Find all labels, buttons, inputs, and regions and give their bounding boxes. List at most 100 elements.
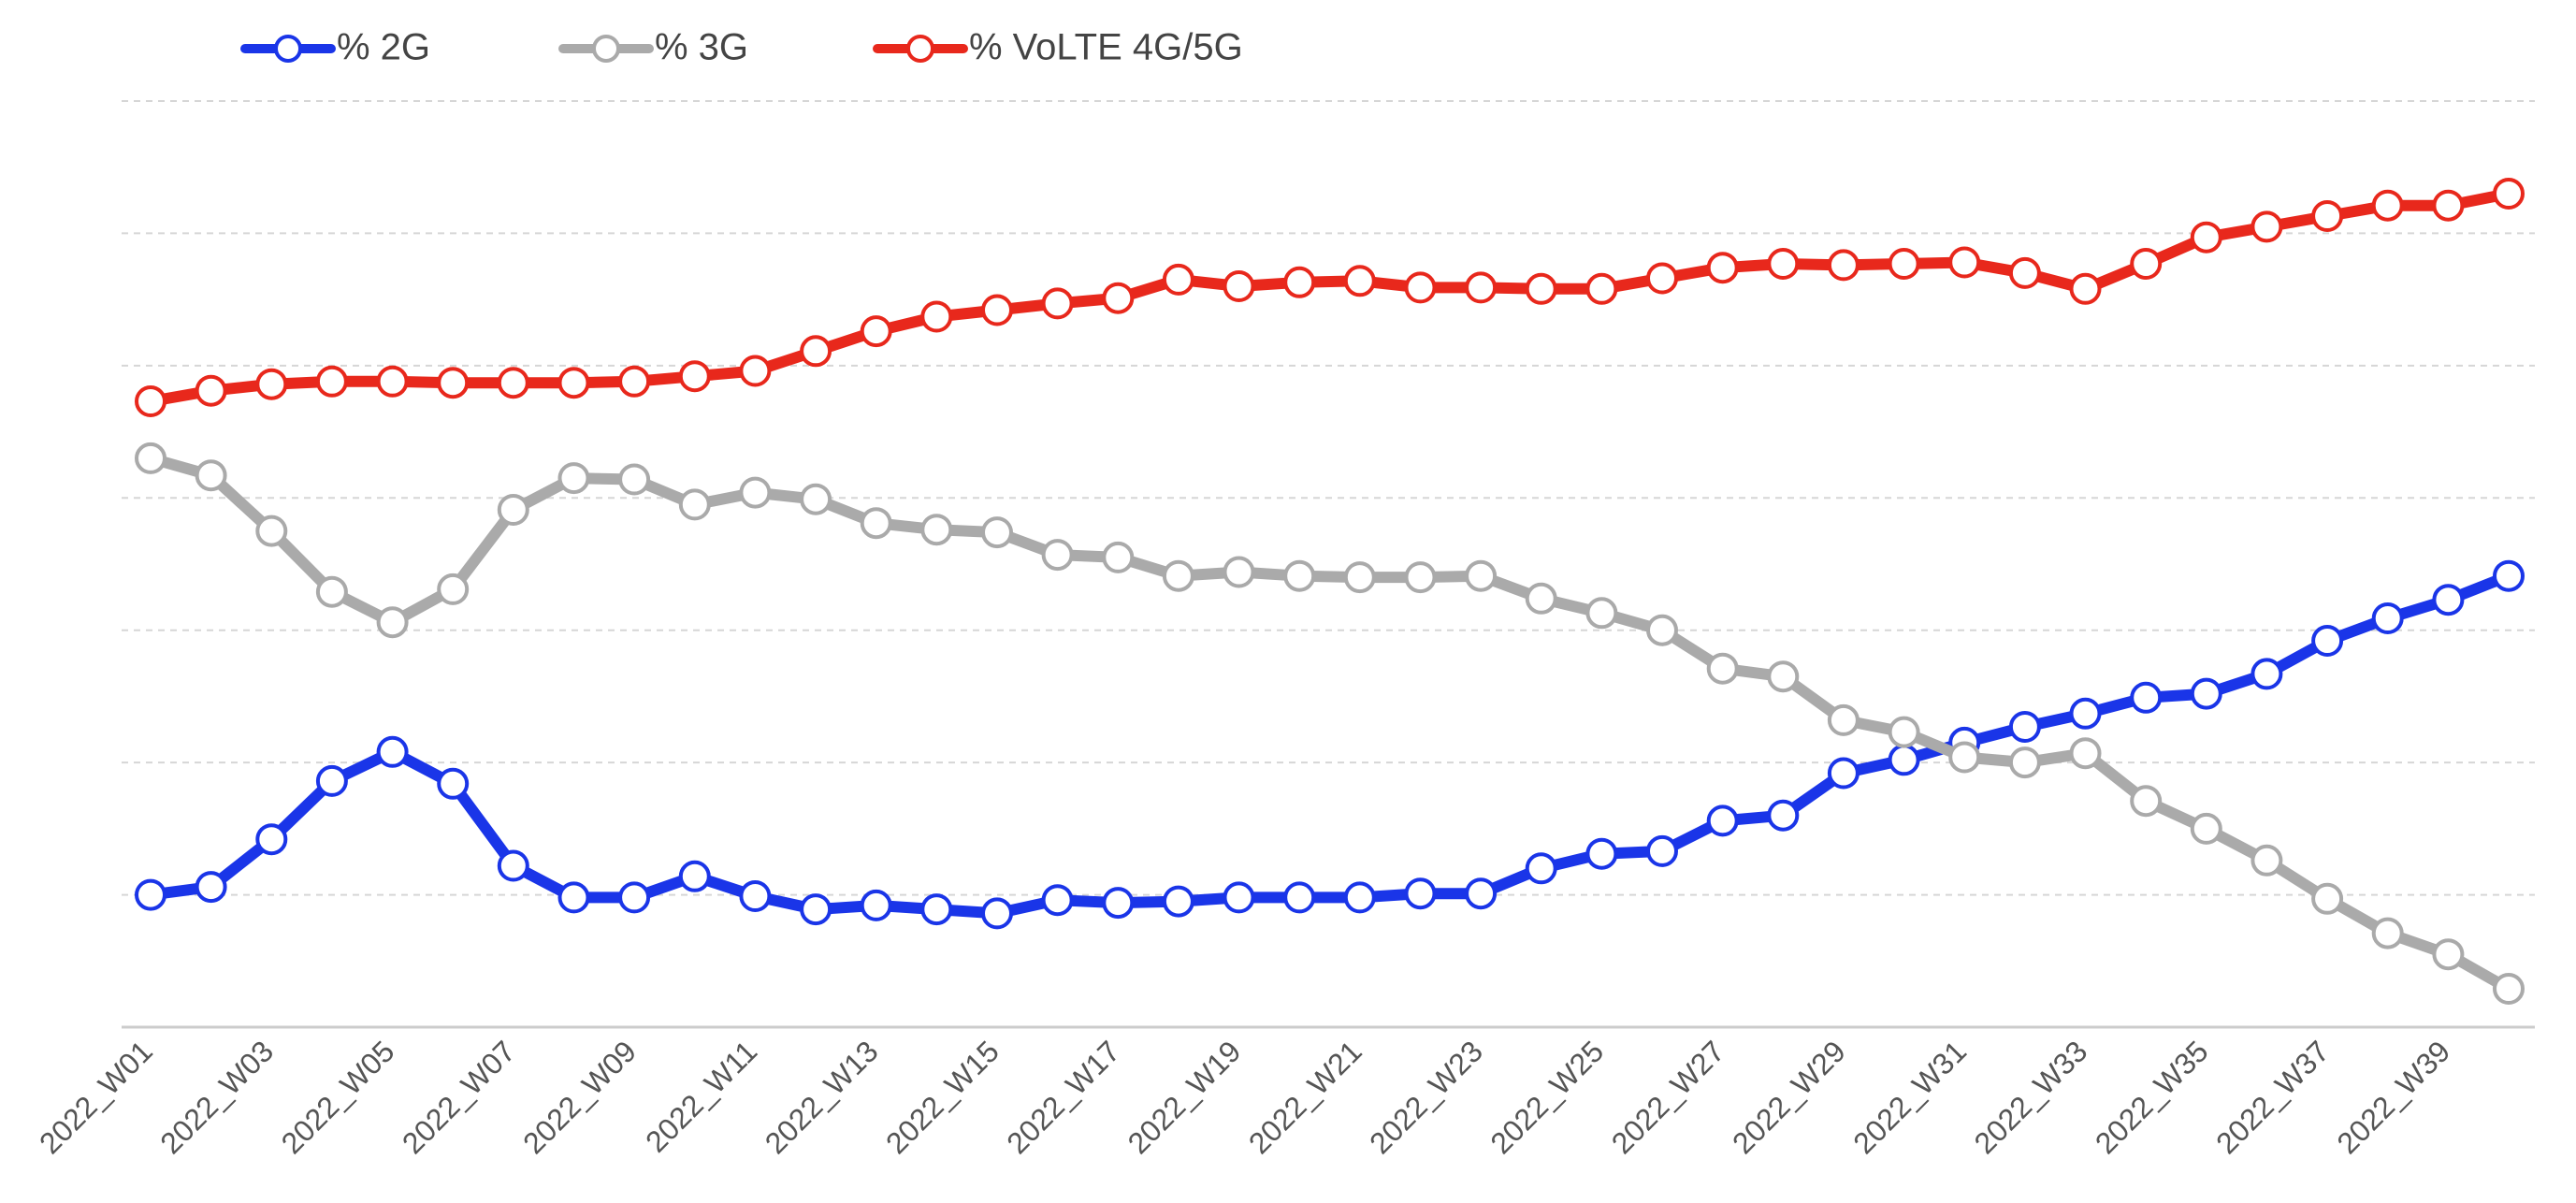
data-point [437,573,470,605]
data-point [920,300,953,333]
x-tick-labels: 2022_W012022_W032022_W052022_W072022_W09… [33,1034,2456,1160]
data-point [2069,737,2102,770]
data-point [437,367,470,399]
data-point [1041,287,1074,320]
data-point [800,893,832,926]
data-point [255,368,288,400]
data-point [981,516,1013,549]
x-tick-label: 2022_W21 [1242,1034,1368,1160]
data-point [1102,541,1135,573]
data-point [557,367,590,399]
data-point [1646,834,1678,867]
x-tick-label: 2022_W07 [396,1034,522,1160]
data-point [860,315,892,348]
x-tick-label: 2022_W19 [1122,1034,1248,1160]
data-point [1585,597,1618,630]
x-tick-label: 2022_W31 [1846,1034,1973,1160]
x-tick-label: 2022_W39 [2330,1034,2456,1160]
data-point [739,880,772,912]
data-point [497,849,529,882]
grid-lines [122,100,2535,896]
data-point [557,462,590,495]
x-tick-label: 2022_W33 [1968,1034,2094,1160]
data-point [2008,746,2041,779]
data-point [1706,252,1739,284]
data-point [2371,602,2404,634]
data-point [497,367,529,399]
data-point [2250,658,2283,690]
data-point [1706,804,1739,837]
legend-swatch-marker [592,35,620,63]
x-tick-label: 2022_W23 [1363,1034,1489,1160]
data-point [2371,189,2404,222]
data-point [1041,539,1074,572]
data-point [315,575,348,608]
x-tick-label: 2022_W25 [1483,1034,1610,1160]
data-point [739,355,772,387]
data-point [920,514,953,546]
data-point [1465,877,1498,910]
x-tick-label: 2022_W27 [1605,1034,1731,1160]
data-point [860,507,892,540]
x-tick-label: 2022_W13 [759,1034,885,1160]
data-point [1465,271,1498,304]
series-line [145,452,2514,994]
data-point [2069,697,2102,730]
data-point [1223,881,1255,914]
x-tick-label: 2022_W11 [639,1034,763,1158]
data-point [1948,246,1981,279]
legend-label: % 3G [655,27,748,68]
data-point [1888,744,1920,776]
data-point [1404,561,1437,594]
data-point [1525,272,1557,305]
data-point [1162,559,1194,592]
x-tick-label: 2022_W15 [879,1034,1006,1160]
data-point [1343,265,1376,297]
data-point [1404,271,1437,304]
x-tick-label: 2022_W05 [275,1034,401,1160]
x-tick-label: 2022_W17 [1000,1034,1126,1160]
data-point [2190,221,2222,254]
data-point [1283,559,1316,592]
data-point [1465,559,1498,592]
data-point [1343,881,1376,914]
data-point [2008,711,2041,743]
data-point [195,871,227,904]
data-point [1102,282,1135,314]
data-point [1646,614,1678,646]
data-point [1767,248,1800,280]
data-point [1948,741,1981,774]
data-point [315,365,348,398]
data-point [2493,973,2525,1005]
series-3g [135,442,2525,1005]
data-point [981,294,1013,326]
legend-item: % 2G [240,27,430,68]
x-tick-label: 2022_W01 [33,1034,159,1160]
data-point [2130,681,2163,714]
data-point [376,365,409,398]
data-point [981,897,1013,930]
data-point [1827,249,1860,282]
data-point [920,893,953,926]
data-point [2130,785,2163,818]
data-point [1646,262,1678,295]
data-point [2250,210,2283,243]
data-point [1767,799,1800,832]
data-point [1283,266,1316,298]
legend-label: % VoLTE 4G/5G [969,27,1243,68]
data-point [618,463,651,496]
data-point [678,488,711,521]
data-point [2311,882,2344,915]
series-line [145,570,2514,920]
series-2g [135,559,2525,930]
data-point [1102,887,1135,920]
data-point [1525,582,1557,615]
data-point [1827,703,1860,736]
data-point [376,606,409,639]
data-point [135,442,166,474]
data-point [800,483,832,515]
data-point [1585,272,1618,305]
data-point [1706,652,1739,685]
x-tick-label: 2022_W09 [516,1034,643,1160]
